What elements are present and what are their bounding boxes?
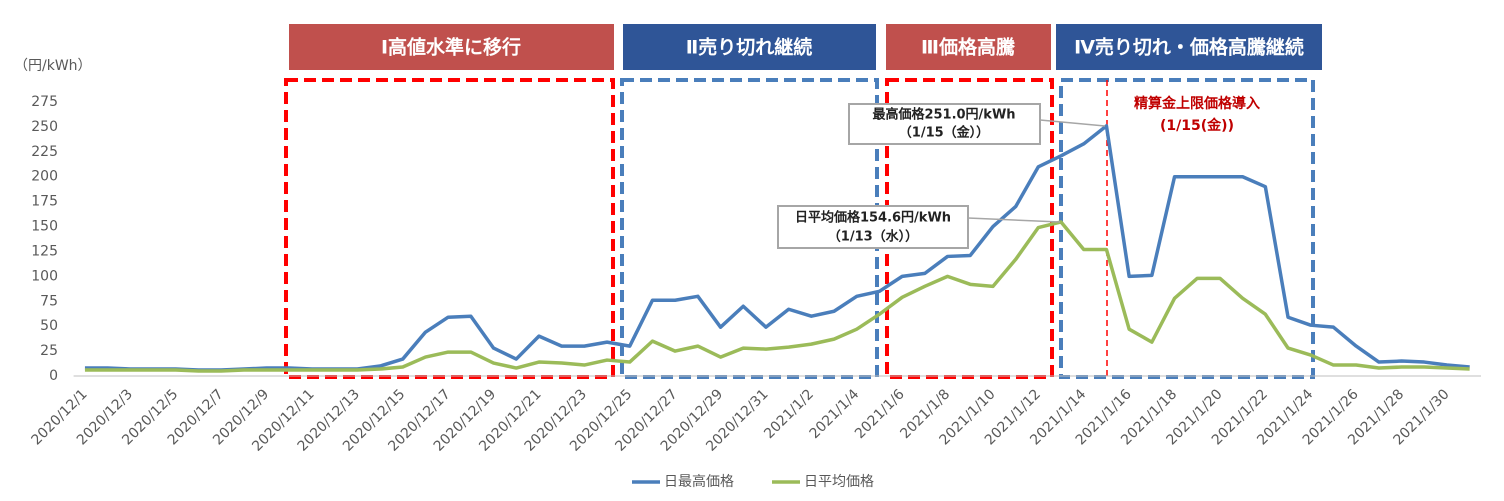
cap-note: 精算金上限価格導入	[1134, 95, 1260, 112]
y-tick-label: 150	[31, 219, 58, 235]
y-tick-label: 0	[49, 368, 58, 384]
phase-label: Ⅰ高値水準に移行	[381, 36, 521, 59]
phase-box	[623, 24, 876, 70]
phase-label: Ⅱ売り切れ継続	[686, 36, 813, 59]
phase-box	[886, 24, 1051, 70]
phase-label: Ⅲ価格高騰	[921, 36, 1016, 59]
callout-box	[777, 205, 969, 249]
callout-text: （1/15（金））	[899, 125, 989, 141]
y-tick-label: 225	[31, 144, 58, 160]
cap-note: (1/15(金))	[1160, 117, 1234, 134]
phase-label: Ⅳ売り切れ・価格高騰継続	[1074, 36, 1304, 59]
y-tick-label: 75	[40, 293, 58, 309]
leader-line	[1039, 119, 1106, 127]
y-tick-label: 175	[31, 194, 58, 210]
legend-label: 日平均価格	[804, 474, 874, 490]
series-line	[84, 220, 1470, 373]
callout-box	[848, 103, 1041, 145]
legend-label: 日最高価格	[664, 473, 734, 490]
y-tick-label: 25	[40, 343, 58, 359]
callout-text: （1/13（水））	[828, 229, 918, 245]
phase-box	[289, 24, 614, 70]
y-tick-label: 200	[31, 169, 58, 185]
callout-text: 日平均価格154.6円/kWh	[795, 210, 951, 226]
y-tick-label: 100	[31, 268, 58, 284]
y-tick-label: 125	[31, 243, 58, 259]
y-unit: （円/kWh）	[14, 58, 92, 74]
callout-text: 最高価格251.0円/kWh	[872, 107, 1015, 123]
phase-box	[1056, 24, 1322, 70]
y-tick-label: 50	[40, 318, 58, 334]
leader-line	[967, 217, 1061, 223]
y-tick-label: 275	[31, 94, 58, 110]
phase-frame	[1059, 78, 1315, 379]
y-tick-label: 250	[31, 119, 58, 135]
phase-frame	[284, 78, 615, 379]
